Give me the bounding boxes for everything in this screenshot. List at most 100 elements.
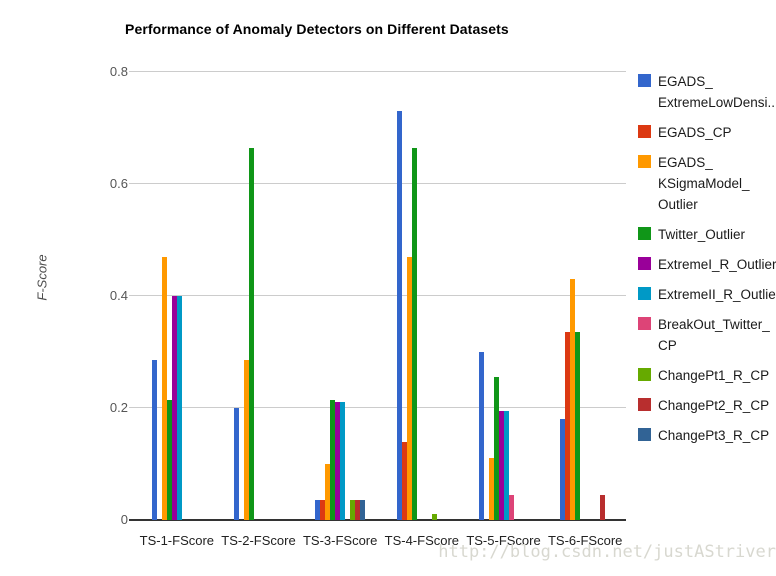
bar-extremei_r_outlier-ts-5-fscore — [498, 410, 504, 520]
y-tick-mark — [129, 183, 136, 184]
legend-label: EGADS_ KSigmaModel_ Outlier — [658, 155, 750, 212]
bar-extremei_r_outlier-ts-1-fscore — [171, 296, 177, 520]
legend-swatch-icon — [638, 287, 651, 300]
bar-slot — [570, 72, 576, 520]
y-tick-label-0.6: 0.6 — [109, 176, 128, 191]
bar-group-ts-1-fscore — [136, 72, 218, 520]
legend-swatch-icon — [638, 317, 651, 330]
bar-slot — [442, 72, 447, 520]
legend-swatch-icon — [638, 227, 651, 240]
bar-egads_ksigmamodel_outlier-ts-6-fscore — [570, 279, 576, 520]
legend-swatch-icon — [638, 257, 651, 270]
legend-label: EGADS_CP — [658, 125, 732, 140]
bar-slot — [498, 72, 504, 520]
legend-swatch-icon — [638, 398, 651, 411]
x-label-ts-1-fscore: TS-1-FScore — [139, 533, 215, 548]
bar-egads_cp-ts-4-fscore — [401, 441, 407, 520]
bar-slot — [166, 72, 172, 520]
x-label-ts-3-fscore: TS-3-FScore — [302, 533, 378, 548]
bar-extremeii_r_outlier-ts-1-fscore — [176, 296, 182, 520]
bar-slot — [431, 72, 437, 520]
bar-slot — [320, 72, 326, 520]
bar-cluster — [560, 72, 610, 520]
bar-cluster — [233, 72, 284, 520]
bar-twitter_outlier-ts-5-fscore — [493, 377, 499, 520]
bar-slot — [325, 72, 331, 520]
bar-egads_cp-ts-6-fscore — [565, 332, 571, 520]
legend-item-extremei_r_outlier: ExtremeI_R_Outlier — [638, 254, 776, 275]
y-tick-mark — [129, 407, 136, 408]
x-label-ts-5-fscore: TS-5-FScore — [466, 533, 541, 548]
bar-slot — [565, 72, 571, 520]
bar-cluster — [478, 72, 529, 520]
bar-group-ts-6-fscore — [544, 72, 626, 520]
gridline-y-0.4 — [136, 295, 626, 296]
legend-swatch-icon — [638, 428, 651, 441]
bar-changept3_r_cp-ts-3-fscore — [360, 500, 366, 520]
bar-twitter_outlier-ts-2-fscore — [248, 147, 254, 520]
x-label-ts-6-fscore: TS-6-FScore — [547, 533, 623, 548]
bar-slot — [488, 72, 494, 520]
legend-label: ExtremeI_R_Outlier — [658, 257, 776, 272]
bar-slot — [508, 72, 514, 520]
bar-egads_extremelowdensi...-ts-3-fscore — [315, 500, 321, 520]
y-tick-label-0: 0 — [120, 512, 128, 527]
bar-twitter_outlier-ts-4-fscore — [411, 147, 417, 520]
legend-item-egads_cp: EGADS_CP — [638, 122, 776, 143]
bar-changept2_r_cp-ts-3-fscore — [355, 500, 361, 520]
legend-label: ExtremeII_R_Outlier — [658, 287, 776, 302]
x-axis-category-labels: TS-1-FScore TS-2-FScore TS-3-FScore TS-4-FS… — [136, 533, 626, 548]
bar-groups — [136, 72, 626, 520]
legend-label: ChangePt3_R_CP — [658, 428, 770, 443]
bar-cluster — [396, 72, 447, 520]
bar-slot — [493, 72, 499, 520]
bar-slot — [350, 72, 356, 520]
bar-slot — [478, 72, 484, 520]
bar-group-ts-2-fscore — [218, 72, 300, 520]
bar-twitter_outlier-ts-3-fscore — [330, 399, 336, 520]
legend-swatch-icon — [638, 125, 651, 138]
bar-breakout_twitter_cp-ts-5-fscore — [508, 494, 514, 520]
chart-title: Performance of Anomaly Detectors on Diff… — [125, 21, 509, 37]
bar-slot — [279, 72, 284, 520]
bar-slot — [355, 72, 361, 520]
bar-egads_ksigmamodel_outlier-ts-1-fscore — [161, 256, 167, 520]
bar-slot — [315, 72, 321, 520]
legend-swatch-icon — [638, 368, 651, 381]
bar-group-ts-3-fscore — [299, 72, 381, 520]
legend-item-twitter_outlier: Twitter_Outlier — [638, 224, 776, 245]
bar-slot — [411, 72, 417, 520]
x-axis-line — [129, 519, 626, 521]
bar-changept1_r_cp-ts-3-fscore — [350, 500, 356, 520]
legend-item-egads_ksigmamodel_outlier: EGADS_ KSigmaModel_ Outlier — [638, 152, 776, 215]
gridline-y-0.2 — [136, 407, 626, 408]
bar-egads_extremelowdensi...-ts-1-fscore — [151, 360, 157, 520]
x-label-ts-2-fscore: TS-2-FScore — [221, 533, 296, 548]
bar-group-ts-5-fscore — [463, 72, 545, 520]
bar-slot — [335, 72, 341, 520]
gridline-y-0.6 — [136, 183, 626, 184]
bar-changept2_r_cp-ts-6-fscore — [600, 494, 606, 520]
plot-area — [129, 71, 626, 521]
bar-slot — [605, 72, 610, 520]
legend-swatch-icon — [638, 74, 651, 87]
bar-slot — [243, 72, 249, 520]
bar-slot — [248, 72, 254, 520]
y-axis-title: F-Score — [34, 254, 50, 301]
bar-egads_extremelowdensi...-ts-2-fscore — [233, 408, 239, 520]
bar-slot — [401, 72, 407, 520]
bar-slot — [360, 72, 366, 520]
bar-slot — [503, 72, 509, 520]
bar-twitter_outlier-ts-6-fscore — [575, 332, 581, 520]
legend-item-changept1_r_cp: ChangePt1_R_CP — [638, 365, 776, 386]
legend-item-changept2_r_cp: ChangePt2_R_CP — [638, 395, 776, 416]
x-label-ts-4-fscore: TS-4-FScore — [384, 533, 460, 548]
bar-slot — [330, 72, 336, 520]
bar-egads_ksigmamodel_outlier-ts-2-fscore — [243, 360, 249, 520]
legend-label: EGADS_ ExtremeLowDensi... — [658, 74, 776, 110]
bar-slot — [406, 72, 412, 520]
legend-label: ChangePt1_R_CP — [658, 368, 770, 383]
bar-egads_ksigmamodel_outlier-ts-4-fscore — [406, 256, 412, 520]
bar-slot — [233, 72, 239, 520]
